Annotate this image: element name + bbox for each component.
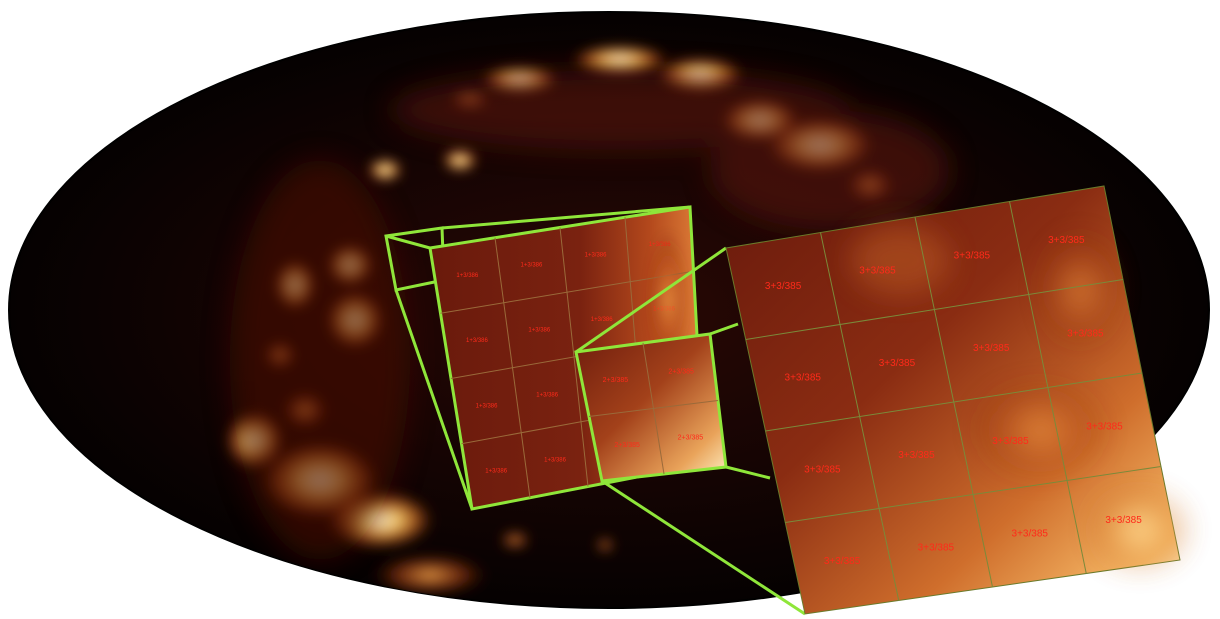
cell-label: 1+3/386	[466, 338, 489, 344]
cell-label: 3+3/385	[1067, 328, 1104, 339]
cell-label: 3+3/385	[1086, 422, 1123, 433]
cell-label: 1+3/386	[476, 403, 499, 409]
cell-label: 1+3/386	[485, 468, 508, 474]
cell-label: 3+3/385	[1105, 515, 1142, 526]
cell-label: 3+3/385	[879, 358, 916, 369]
cell-label: 3+3/385	[992, 436, 1029, 447]
emission-structures	[225, 44, 950, 597]
zoom-connectors-2	[575, 246, 806, 616]
cell-label: 2+3/385	[614, 442, 640, 449]
cell-label: 3+3/385	[859, 266, 896, 277]
cell-label: 2+3/385	[603, 377, 629, 384]
cell-label: 1+3/386	[544, 457, 567, 463]
zoom-level-2-panel: 2+3/385 2+3/385 2+3/385 2+3/385	[574, 332, 728, 483]
cell-label: 3+3/385	[973, 343, 1010, 354]
cell-label: 1+3/386	[528, 328, 551, 334]
cell-label: 3+3/385	[804, 464, 841, 475]
grid-line	[785, 466, 1162, 523]
cell-label: 1+3/386	[536, 392, 559, 398]
cell-label: 3+3/385	[765, 281, 802, 292]
cell-label: 3+3/385	[824, 556, 861, 567]
grid-line	[765, 372, 1143, 432]
grid-line	[588, 400, 719, 417]
cell-label: 1+3/386	[521, 263, 544, 269]
cell-label: 1+3/386	[585, 252, 608, 258]
cell-label: 3+3/385	[1012, 529, 1049, 540]
cell-label: 3+3/385	[785, 373, 822, 384]
cell-label: 3+3/385	[918, 542, 955, 553]
cell-label: 2+3/385	[668, 368, 694, 375]
grid-line	[1009, 201, 1087, 574]
cell-label: 3+3/385	[954, 250, 991, 261]
cell-label: 3+3/385	[1048, 235, 1085, 246]
cell-label: 2+3/385	[678, 434, 704, 441]
cell-label: 3+3/385	[898, 450, 935, 461]
zoom-level-3-panel: 3+3/385 3+3/385 3+3/385 3+3/385 3+3/385 3+3/3…	[725, 185, 1190, 615]
cell-label: 1+3/386	[456, 273, 479, 279]
cell-label: 1+3/386	[591, 317, 614, 323]
